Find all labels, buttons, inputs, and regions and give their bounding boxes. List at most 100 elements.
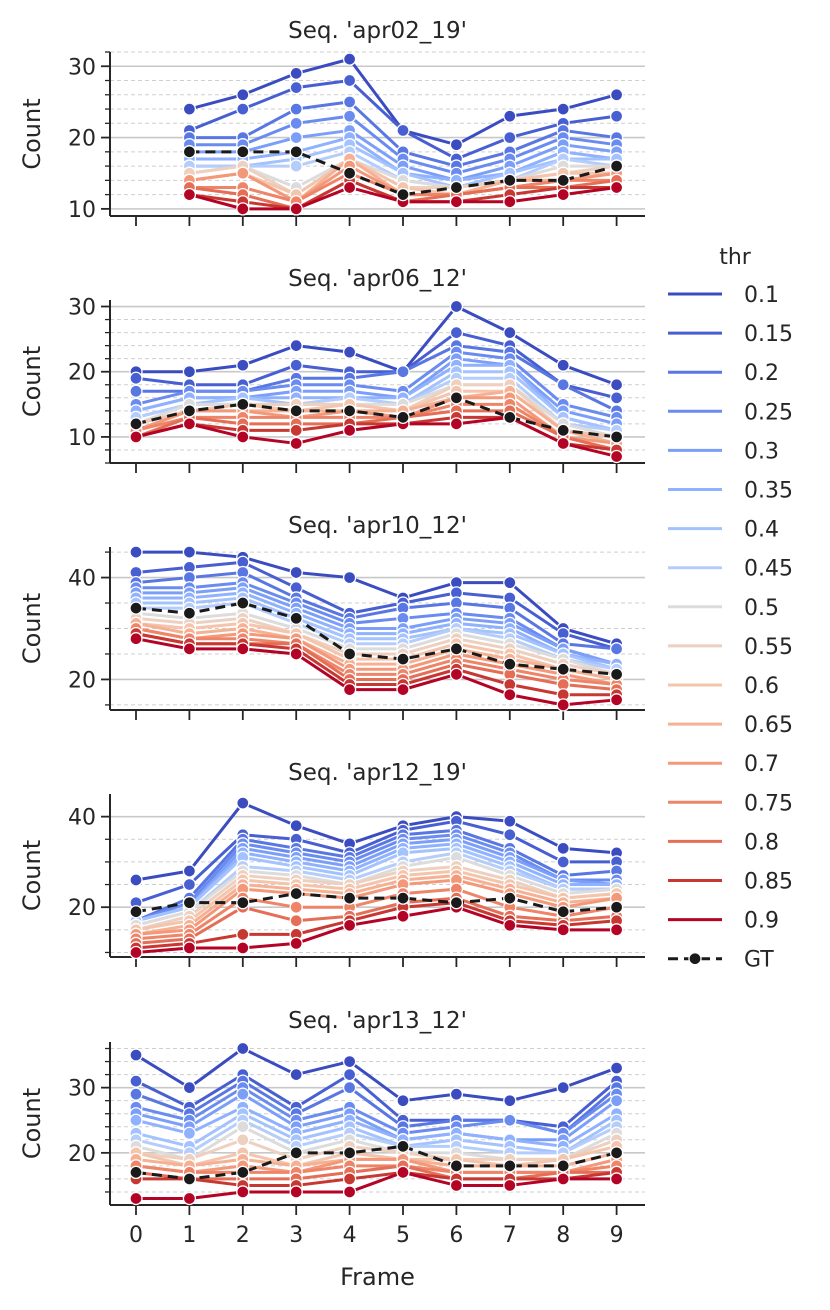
data-point bbox=[609, 378, 624, 392]
legend-marker bbox=[688, 952, 702, 966]
gt-point bbox=[342, 647, 357, 661]
series-gt bbox=[182, 145, 624, 202]
subplot-title: Seq. 'apr13_12' bbox=[288, 1008, 467, 1034]
gt-point bbox=[609, 430, 624, 444]
series-line bbox=[136, 1170, 617, 1200]
series-line bbox=[135, 842, 617, 923]
data-point bbox=[129, 1113, 143, 1127]
data-point bbox=[289, 202, 303, 216]
gt-point bbox=[129, 905, 143, 919]
x-tick-label: 0 bbox=[129, 1223, 143, 1248]
data-point bbox=[449, 1178, 464, 1193]
y-tick-label: 10 bbox=[68, 198, 96, 223]
data-point bbox=[503, 688, 517, 702]
legend-label: 0.55 bbox=[744, 635, 793, 660]
series-line bbox=[135, 1144, 617, 1168]
y-tick-label: 40 bbox=[68, 806, 96, 831]
data-point bbox=[503, 576, 517, 590]
series-thr-0.9 bbox=[182, 180, 624, 216]
series-line bbox=[135, 905, 617, 954]
data-point bbox=[342, 570, 357, 585]
data-point bbox=[342, 682, 357, 697]
data-point bbox=[289, 81, 303, 95]
gt-point bbox=[289, 404, 303, 418]
y-tick-label: 30 bbox=[68, 296, 96, 321]
legend-label: 0.35 bbox=[744, 479, 793, 504]
data-point bbox=[556, 187, 570, 202]
gt-point bbox=[503, 1159, 517, 1173]
data-point bbox=[236, 1041, 250, 1056]
data-point bbox=[342, 1054, 357, 1069]
y-tick-label: 20 bbox=[68, 896, 96, 921]
legend-entry: 0.9 bbox=[668, 909, 779, 934]
data-point bbox=[396, 909, 410, 923]
series-line bbox=[135, 570, 617, 651]
series-line bbox=[135, 1118, 618, 1155]
gt-point bbox=[182, 896, 197, 910]
data-point bbox=[129, 430, 143, 444]
legend-label: 0.9 bbox=[744, 909, 779, 934]
data-point bbox=[289, 647, 303, 661]
series-line bbox=[135, 878, 617, 936]
gt-point bbox=[236, 1165, 250, 1180]
data-point bbox=[556, 1080, 570, 1095]
data-point bbox=[556, 1172, 570, 1186]
data-point bbox=[289, 423, 303, 438]
gt-point bbox=[289, 886, 303, 901]
gt-line bbox=[135, 601, 617, 676]
data-point bbox=[129, 1191, 143, 1206]
legend-label: 0.8 bbox=[744, 830, 779, 855]
data-point bbox=[236, 202, 250, 216]
data-point bbox=[609, 449, 624, 464]
gt-point bbox=[342, 891, 357, 905]
legend-entry: GT bbox=[668, 948, 774, 973]
gt-line bbox=[189, 150, 617, 197]
data-point bbox=[182, 1080, 197, 1095]
data-point bbox=[129, 1074, 143, 1088]
data-point bbox=[342, 52, 357, 66]
data-point bbox=[289, 159, 303, 173]
series-line bbox=[135, 828, 617, 923]
legend-entry: 0.7 bbox=[668, 752, 779, 777]
data-point bbox=[289, 358, 303, 372]
series-thr-0.9 bbox=[129, 632, 624, 712]
gt-point bbox=[556, 662, 570, 676]
data-point bbox=[289, 936, 303, 951]
series-line bbox=[135, 331, 617, 400]
gt-point bbox=[396, 891, 410, 905]
data-point bbox=[503, 1094, 517, 1108]
data-point bbox=[609, 1061, 624, 1075]
legend-label: 0.2 bbox=[744, 361, 779, 386]
subplot-title: Seq. 'apr06_12' bbox=[288, 266, 467, 292]
series-line bbox=[135, 621, 617, 681]
gt-point bbox=[129, 601, 143, 615]
x-tick-label: 9 bbox=[610, 1223, 624, 1248]
x-tick-label: 4 bbox=[343, 1223, 357, 1248]
y-axis-label: Count bbox=[18, 98, 46, 169]
gt-line bbox=[135, 892, 617, 914]
gt-point bbox=[342, 166, 357, 180]
series-gt bbox=[129, 596, 624, 681]
gt-point bbox=[556, 173, 570, 187]
gt-point bbox=[449, 180, 464, 195]
series-line bbox=[136, 601, 617, 671]
data-point bbox=[342, 1185, 357, 1199]
legend-label: 0.3 bbox=[744, 439, 779, 464]
gt-point bbox=[396, 1139, 410, 1153]
legend-entry: 0.1 bbox=[668, 283, 779, 308]
y-tick-label: 20 bbox=[68, 127, 96, 152]
subplot-2: Seq. 'apr10_12' 20 40 Count bbox=[18, 513, 645, 720]
y-tick-label: 20 bbox=[68, 668, 96, 693]
legend-entry: 0.35 bbox=[668, 479, 793, 504]
legend: thr 0.1 0.15 0.2 0.25 0.3 0.35 0.4 0.45 0.5 0.55 0.… bbox=[668, 245, 793, 973]
x-tick-label: 7 bbox=[503, 1223, 517, 1248]
subplot-title: Seq. 'apr12_19' bbox=[288, 760, 467, 786]
series-line bbox=[136, 1170, 617, 1187]
legend-label: 0.1 bbox=[744, 283, 779, 308]
data-point bbox=[396, 1094, 410, 1108]
gt-point bbox=[609, 667, 624, 681]
gt-point bbox=[449, 391, 464, 405]
subplot-3: Seq. 'apr12_19' 20 40 Count bbox=[18, 760, 645, 967]
y-tick-label: 30 bbox=[68, 1077, 96, 1102]
